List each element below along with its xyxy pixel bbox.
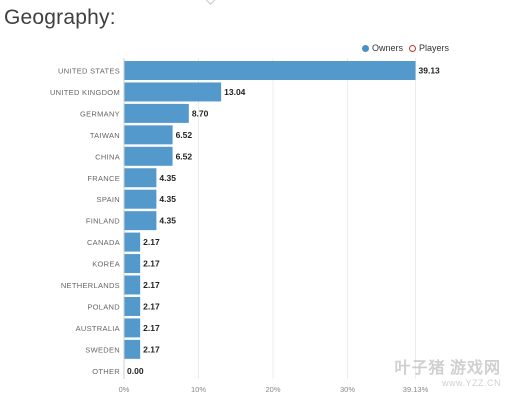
bar[interactable] xyxy=(124,189,157,209)
page-title: Geography: xyxy=(4,6,116,29)
value-label: 4.35 xyxy=(159,173,176,183)
category-label: SWEDEN xyxy=(85,345,120,354)
legend-item-players[interactable]: Players xyxy=(408,43,449,53)
players-dot-icon xyxy=(408,44,416,52)
value-label: 0.00 xyxy=(127,366,144,376)
chart-legend: Owners Players xyxy=(361,43,449,53)
category-label: POLAND xyxy=(87,302,120,311)
watermark-sub: 游戏网 xyxy=(449,360,501,377)
watermark-logo: 叶子猪 游戏网 www.YZZ.CN xyxy=(395,354,501,388)
value-label: 2.17 xyxy=(143,344,160,354)
value-label: 4.35 xyxy=(159,216,176,226)
value-label: 2.17 xyxy=(143,301,160,311)
value-label: 2.17 xyxy=(143,237,160,247)
bar[interactable] xyxy=(124,82,222,102)
value-label: 2.17 xyxy=(143,323,160,333)
category-label: UNITED KINGDOM xyxy=(50,88,120,97)
bar[interactable] xyxy=(124,339,141,359)
bar[interactable] xyxy=(124,232,141,252)
x-tick-label: 39.13% xyxy=(403,385,429,394)
watermark-url: www.YZZ.CN xyxy=(442,378,501,388)
bar[interactable] xyxy=(124,103,189,123)
bar[interactable] xyxy=(124,318,141,338)
value-label: 2.17 xyxy=(143,259,160,269)
value-label: 13.04 xyxy=(224,87,246,97)
bar[interactable] xyxy=(124,275,141,295)
bar[interactable] xyxy=(124,254,141,274)
bar[interactable] xyxy=(124,296,141,316)
legend-item-owners[interactable]: Owners xyxy=(361,43,403,53)
bar[interactable] xyxy=(124,146,173,166)
category-label: CHINA xyxy=(95,152,120,161)
category-label: FINLAND xyxy=(86,217,120,226)
x-tick-label: 10% xyxy=(191,385,206,394)
category-label: OTHER xyxy=(92,367,120,376)
category-label: UNITED STATES xyxy=(58,67,120,76)
watermark-brand: 叶子猪 xyxy=(394,360,446,377)
category-label: NETHERLANDS xyxy=(61,281,120,290)
value-label: 2.17 xyxy=(143,280,160,290)
bar[interactable] xyxy=(124,61,416,80)
value-label: 6.52 xyxy=(176,151,193,161)
category-label: FRANCE xyxy=(87,174,120,183)
bar[interactable] xyxy=(124,211,157,231)
x-tick-label: 20% xyxy=(265,385,280,394)
legend-owners-label: Owners xyxy=(371,43,403,53)
value-label: 4.35 xyxy=(159,194,176,204)
category-label: GERMANY xyxy=(80,109,120,118)
value-label: 8.70 xyxy=(192,108,209,118)
category-label: KOREA xyxy=(92,260,120,269)
value-label: 39.13 xyxy=(419,66,441,76)
x-tick-label: 0% xyxy=(119,385,130,394)
owners-dot-icon xyxy=(361,44,369,52)
bar[interactable] xyxy=(124,125,173,145)
category-label: TAIWAN xyxy=(90,131,120,140)
value-label: 6.52 xyxy=(176,130,193,140)
category-label: AUSTRALIA xyxy=(76,324,120,333)
legend-players-label: Players xyxy=(418,43,449,53)
x-tick-label: 30% xyxy=(340,385,355,394)
category-label: SPAIN xyxy=(97,195,120,204)
category-label: CANADA xyxy=(87,238,120,247)
bar[interactable] xyxy=(124,168,157,188)
